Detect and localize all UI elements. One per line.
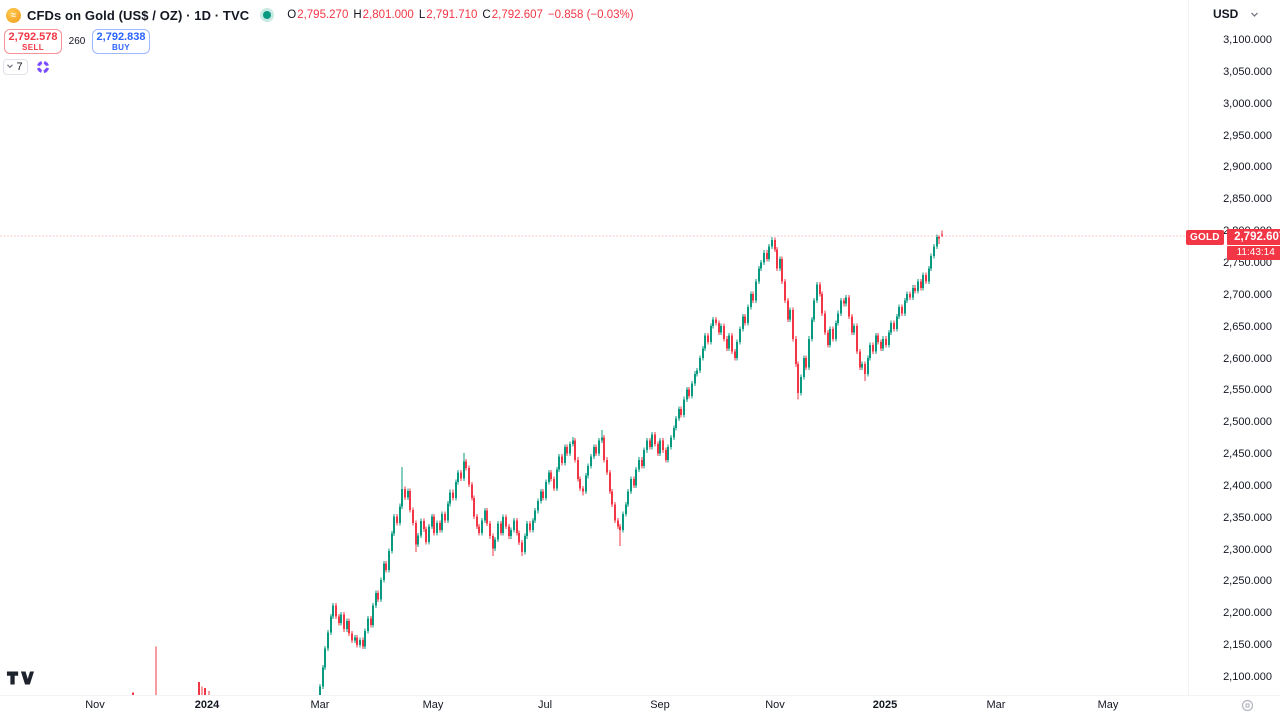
chevron-down-icon [6, 61, 14, 73]
price-tick: 2,150.000 [1223, 639, 1272, 652]
price-tick: 2,400.000 [1223, 479, 1272, 492]
tradingview-logo[interactable] [6, 670, 34, 686]
price-tick: 2,550.000 [1223, 384, 1272, 397]
buy-price: 2,792.838 [96, 31, 146, 43]
price-tick: 3,050.000 [1223, 65, 1272, 78]
sell-button[interactable]: 2,792.578 SELL [4, 29, 62, 54]
last-price-box: 2,792.607 11:43:14 [1226, 228, 1280, 260]
open-value: 2,795.270 [297, 9, 349, 21]
gold-symbol-icon: ≈ [6, 7, 21, 23]
interval-selector[interactable]: 7 [3, 59, 28, 75]
secondary-controls: 7 [3, 59, 50, 75]
price-tick: 3,000.000 [1223, 97, 1272, 110]
interval-value: 7 [16, 61, 23, 73]
buy-button[interactable]: 2,792.838 BUY [92, 29, 150, 54]
price-tick: 2,450.000 [1223, 448, 1272, 461]
price-tick: 2,200.000 [1223, 607, 1272, 620]
time-tick: Mar [310, 699, 330, 711]
price-tick: 2,350.000 [1223, 511, 1272, 524]
price-tick: 2,300.000 [1223, 543, 1272, 556]
countdown-timer: 11:43:14 [1226, 245, 1280, 260]
time-tick: 2024 [194, 699, 220, 711]
price-tick: 2,900.000 [1223, 161, 1272, 174]
scales-settings-icon[interactable] [1241, 699, 1254, 712]
time-axis[interactable]: Nov 2024 Mar May Jul Sep Nov 2025 Mar May [0, 695, 1280, 714]
price-axis[interactable]: USD GOLD 2,792.607 11:43:14 3,100.000 3,0… [1186, 0, 1280, 695]
price-tick: 2,250.000 [1223, 575, 1272, 588]
low-label: L [418, 9, 426, 21]
high-value: 2,801.000 [362, 9, 414, 21]
price-tick: 3,100.000 [1223, 34, 1272, 46]
low-value: 2,791.710 [426, 9, 478, 21]
close-value: 2,792.607 [491, 9, 543, 21]
price-tick: 2,100.000 [1223, 671, 1272, 683]
time-tick: Jul [537, 699, 553, 711]
sell-label: SELL [21, 43, 45, 52]
last-price-value: 2,792.607 [1226, 228, 1280, 245]
ohlc-values: O 2,795.270 H 2,801.000 L 2,791.710 C 2,792.… [287, 9, 633, 21]
symbol-title[interactable]: CFDs on Gold (US$ / OZ) · 1D · TVC [27, 7, 250, 23]
close-label: C [482, 9, 491, 21]
time-tick: Nov [85, 699, 105, 711]
chart-pane[interactable]: ≈ CFDs on Gold (US$ / OZ) · 1D · TVC O 2,… [0, 0, 1188, 695]
time-tick: Mar [986, 699, 1006, 711]
buy-label: BUY [111, 43, 131, 52]
time-tick: May [422, 699, 444, 711]
ticker-chip: GOLD [1186, 229, 1224, 245]
price-tick: 2,750.000 [1223, 256, 1272, 269]
currency-value: USD [1213, 7, 1239, 21]
candlestick-chart[interactable] [0, 0, 1188, 695]
change-value: −0.858 (−0.03%) [547, 9, 634, 21]
symbol-legend: ≈ CFDs on Gold (US$ / OZ) · 1D · TVC O 2,… [6, 6, 634, 24]
time-tick: Nov [765, 699, 785, 711]
price-tick: 2,950.000 [1223, 129, 1272, 142]
price-tick: 2,500.000 [1223, 416, 1272, 429]
price-tick: 2,700.000 [1223, 288, 1272, 301]
circular-arrows-icon[interactable] [36, 60, 50, 74]
time-tick: Sep [650, 699, 670, 711]
sell-price: 2,792.578 [8, 31, 58, 43]
trade-panel: 2,792.578 SELL 260 2,792.838 BUY [4, 29, 150, 54]
high-label: H [353, 9, 362, 21]
chevron-down-icon [1250, 10, 1259, 19]
open-label: O [287, 9, 297, 21]
last-price-label: GOLD 2,792.607 11:43:14 [1186, 228, 1280, 260]
time-tick: 2025 [872, 699, 898, 711]
spread-value: 260 [68, 36, 86, 47]
currency-selector[interactable]: USD [1213, 7, 1259, 21]
price-tick: 2,600.000 [1223, 352, 1272, 365]
time-tick: May [1097, 699, 1119, 711]
market-status-dot[interactable] [263, 11, 272, 19]
price-tick: 2,650.000 [1223, 320, 1272, 333]
price-tick: 2,850.000 [1223, 193, 1272, 206]
